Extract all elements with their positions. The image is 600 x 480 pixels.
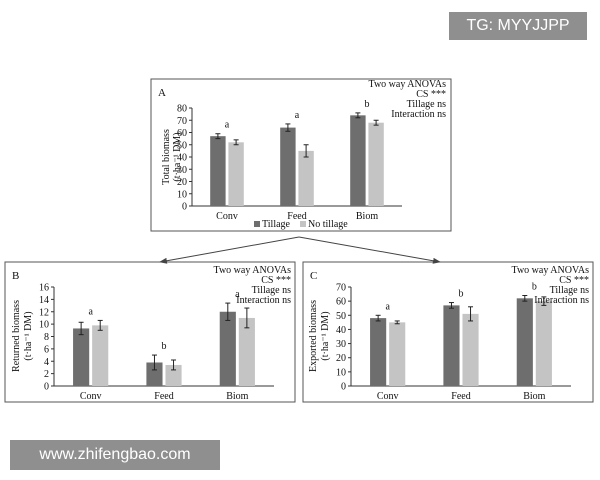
panel-a-ytick-label: 10 (177, 189, 187, 200)
panel-a-bar-tillage-feed (280, 127, 296, 206)
panel-a-ytick-label: 20 (177, 177, 187, 188)
panel-b-ylabel: Returned biomass (11, 300, 22, 372)
panel-a-significance-letter: a (295, 110, 300, 121)
panel-b-ytick-label: 0 (44, 382, 49, 393)
legend-label-tillage: Tillage (262, 219, 291, 230)
panel-a-anova-line: Interaction ns (391, 109, 446, 120)
arrow-to-panel-b (159, 236, 300, 264)
legend-swatch-no-tillage (300, 221, 306, 227)
panel-b-bar-no-tillage-feed (165, 364, 182, 386)
panel-c-bar-no-tillage-conv (389, 322, 406, 386)
panel-c-category-label: Biom (523, 391, 545, 402)
panel-a-category-label: Conv (216, 211, 238, 222)
panel-b-ytick-label: 12 (39, 307, 49, 318)
panel-a-bar-no-tillage-biom (368, 122, 384, 206)
panel-a-label: A (158, 87, 166, 99)
panel-a-ytick-label: 50 (177, 140, 187, 151)
panel-b-ytick-label: 2 (44, 369, 49, 380)
panel-b-bar-tillage-biom (219, 311, 236, 386)
arrow-to-panel-c (298, 236, 441, 264)
panel-c-significance-letter: b (532, 281, 537, 292)
panel-a-ytick-label: 60 (177, 128, 187, 139)
legend-swatch-tillage (254, 221, 260, 227)
panel-b-ytick-label: 14 (39, 295, 49, 306)
panel-c-label: C (310, 270, 317, 282)
panel-a-bar-tillage-biom (350, 115, 366, 206)
panel-a-ylabel: Total biomass (161, 129, 172, 185)
panel-b-ytick-label: 16 (39, 283, 49, 294)
panel-c-significance-letter: a (385, 301, 390, 312)
panel-a-anova-line: Tillage ns (407, 99, 446, 110)
panel-b-significance-letter: a (88, 306, 93, 317)
panel-a-ytick-label: 0 (182, 202, 187, 213)
panel-b-bar-tillage-feed (146, 362, 163, 386)
panel-b-ytick-label: 6 (44, 344, 49, 355)
panel-b-category-label: Conv (80, 391, 102, 402)
panel-b-significance-letter: b (162, 341, 167, 352)
panel-b-anova-line: Tillage ns (252, 285, 291, 296)
panel-c-significance-letter: b (459, 289, 464, 300)
panel-b-label: B (12, 270, 19, 282)
panel-a-bar-tillage-conv (210, 136, 226, 206)
panel-b-bar-tillage-conv (73, 328, 90, 386)
panel-c-ytick-label: 10 (336, 367, 346, 378)
panel-c-category-label: Conv (377, 391, 399, 402)
panel-c-bar-tillage-conv (370, 318, 387, 386)
panel-b-anova-line: Interaction ns (236, 295, 291, 306)
panel-b-ytick-label: 4 (44, 357, 49, 368)
panel-c-ytick-label: 60 (336, 297, 346, 308)
panel-c-ytick-label: 20 (336, 353, 346, 364)
legend-label-no-tillage: No tillage (308, 219, 348, 230)
panel-c-bar-tillage-feed (443, 305, 460, 386)
panel-c-ylabel: Exported biomass (308, 300, 319, 372)
panel-b-significance-letter: a (235, 289, 240, 300)
panel-c-bar-tillage-biom (516, 298, 533, 386)
panel-b-category-label: Feed (154, 391, 173, 402)
panel-b-category-label: Biom (226, 391, 248, 402)
panel-c-ytick-label: 40 (336, 325, 346, 336)
panel-b-ytick-label: 10 (39, 320, 49, 331)
panel-b-ytick-label: 8 (44, 332, 49, 343)
panel-c-anova-line: Two way ANOVAs (512, 265, 590, 276)
panel-a-bar-no-tillage-feed (298, 150, 314, 206)
panel-a-ytick-label: 40 (177, 153, 187, 164)
panel-b-ylabel-unit: (t·ha⁻¹ DM) (23, 311, 34, 360)
panel-c-ytick-label: 50 (336, 311, 346, 322)
panel-c-frame (302, 261, 594, 403)
panel-a-category-label: Feed (287, 211, 306, 222)
panel-c-anova-line: Tillage ns (550, 285, 589, 296)
panel-a-anova-line: Two way ANOVAs (369, 79, 447, 90)
panel-b-frame (4, 261, 296, 403)
panel-c-ytick-label: 30 (336, 339, 346, 350)
panel-b-anova-line: Two way ANOVAs (214, 265, 292, 276)
panel-c-anova-line: CS *** (559, 275, 589, 286)
panel-a-ytick-label: 30 (177, 165, 187, 176)
panel-c-ytick-label: 0 (341, 382, 346, 393)
panel-c-ylabel-unit: (t·ha⁻¹ DM) (320, 311, 331, 360)
panel-c-bar-no-tillage-biom (535, 301, 552, 386)
panel-b-anova-line: CS *** (261, 275, 291, 286)
panel-a-bar-no-tillage-conv (228, 142, 244, 206)
panel-a-ylabel-unit: (t·ha⁻¹ DM) (172, 132, 183, 181)
panel-b-bar-no-tillage-biom (238, 317, 255, 386)
watermark-bottom-left: www.zhifengbao.com (10, 440, 220, 470)
panel-a-ytick-label: 80 (177, 104, 187, 115)
panel-a-ytick-label: 70 (177, 116, 187, 127)
watermark-top-right: TG: MYYJJPP (449, 12, 587, 40)
panel-c-ytick-label: 70 (336, 283, 346, 294)
panel-a-frame (150, 78, 452, 232)
panel-c-category-label: Feed (451, 391, 470, 402)
panel-a-significance-letter: a (225, 120, 230, 131)
panel-a-category-label: Biom (356, 211, 378, 222)
panel-a-significance-letter: b (365, 99, 370, 110)
panel-c-anova-line: Interaction ns (534, 295, 589, 306)
panel-a-anova-line: CS *** (416, 89, 446, 100)
panel-c-bar-no-tillage-feed (462, 313, 479, 386)
panel-b-bar-no-tillage-conv (92, 325, 109, 386)
